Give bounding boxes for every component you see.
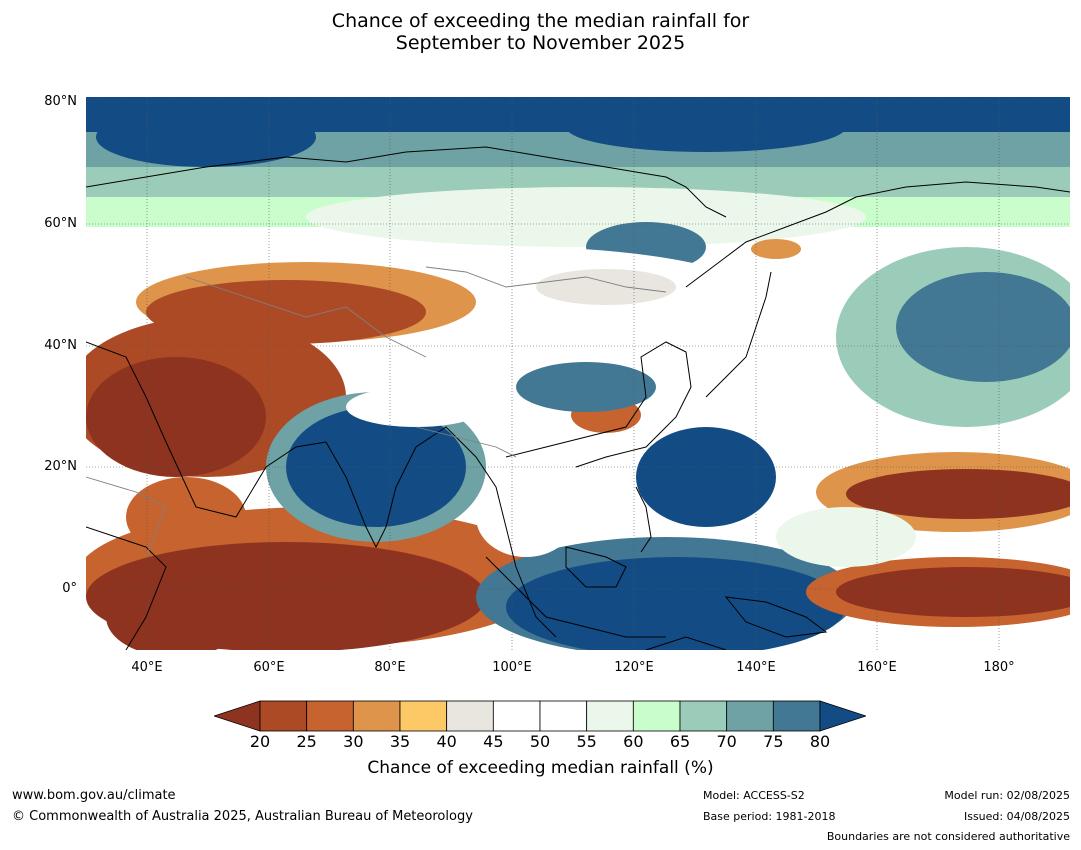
colorbar-segment xyxy=(632,700,681,732)
lon-label-180: 180° xyxy=(983,660,1015,675)
issued-text: Issued: 04/08/2025 xyxy=(963,810,1070,823)
region-arabia-very-dry xyxy=(86,357,266,477)
colorbar-tick-label: 65 xyxy=(669,732,691,751)
lon-label-160e: 160°E xyxy=(857,660,897,675)
border-central-asia xyxy=(185,276,427,358)
coastline-borneo xyxy=(565,546,627,588)
colorbar-segment xyxy=(539,700,588,732)
rainfall-map xyxy=(86,97,1070,650)
lat-label-0: 0° xyxy=(62,581,77,596)
colorbar-segment xyxy=(306,700,354,732)
region-mongolia-grey xyxy=(536,269,676,305)
colorbar-segment xyxy=(586,700,634,732)
coastline-new-guinea xyxy=(724,596,828,638)
coastline-philippines xyxy=(635,486,652,553)
colorbar-tick-label: 45 xyxy=(483,732,504,751)
colorbar-extend-low xyxy=(212,700,261,732)
coastline-arctic xyxy=(86,146,727,218)
colorbar-tick-label: 70 xyxy=(716,732,737,751)
region-nw-pacific-blue xyxy=(896,272,1070,382)
colorbar-tick-label: 60 xyxy=(623,732,644,751)
border-russia-china xyxy=(425,266,667,293)
colorbar-segment xyxy=(492,700,541,732)
title-line-2: September to November 2025 xyxy=(395,32,686,54)
colorbar-tick-label: 80 xyxy=(809,732,831,751)
region-east-china-blue xyxy=(636,427,776,527)
colorbar-extend-high xyxy=(819,700,868,732)
coastline-sumatra-java xyxy=(485,556,666,638)
border-africa xyxy=(86,476,167,558)
colorbar-segment xyxy=(259,700,308,732)
lon-label-100e: 100°E xyxy=(492,660,532,675)
colorbar xyxy=(212,700,868,732)
region-pacific-north-dry xyxy=(846,469,1070,519)
colorbar-tick-label: 40 xyxy=(436,732,457,751)
colorbar-label: Chance of exceeding median rainfall (%) xyxy=(367,758,714,778)
colorbar-tick-label: 30 xyxy=(343,732,364,751)
lat-label-60n: 60°N xyxy=(44,216,77,231)
lat-label-40n: 40°N xyxy=(44,338,77,353)
coastlines xyxy=(86,146,1070,650)
lon-label-120e: 120°E xyxy=(614,660,654,675)
colorbar-tick-label: 25 xyxy=(296,732,317,751)
copyright-text: © Commonwealth of Australia 2025, Austra… xyxy=(12,809,473,824)
base-period-text: Base period: 1981-2018 xyxy=(703,810,836,823)
colorbar-tick-label: 35 xyxy=(389,732,411,751)
coastline-japan xyxy=(705,271,772,398)
colorbar-tick-label: 55 xyxy=(576,732,597,751)
graticule xyxy=(86,97,1070,650)
region-china-blue xyxy=(516,362,656,412)
colorbar-tick-label: 20 xyxy=(249,732,271,751)
lon-label-80e: 80°E xyxy=(374,660,406,675)
region-tibet-white xyxy=(346,387,486,427)
bom-url-link[interactable]: www.bom.gov.au/climate xyxy=(12,788,176,803)
region-pacific-eq-dry xyxy=(836,567,1070,617)
region-siberia-blue-2 xyxy=(566,102,846,152)
coastline-china-korea xyxy=(505,341,692,468)
chart-title: Chance of exceeding the median rainfall … xyxy=(0,10,1081,54)
region-se-asia-white xyxy=(476,477,576,557)
region-pacific-white xyxy=(776,507,916,567)
model-run-text: Model run: 02/08/2025 xyxy=(944,789,1070,802)
region-siberia-blue-1 xyxy=(96,107,316,167)
colorbar-ticks: 20 25 30 35 40 45 50 55 60 65 70 75 80 xyxy=(214,732,866,752)
region-south-asia-wet xyxy=(286,407,466,527)
coastline-arabia-india xyxy=(86,341,557,638)
political-borders xyxy=(86,266,667,558)
lon-label-60e: 60°E xyxy=(253,660,285,675)
colorbar-segment xyxy=(772,700,821,732)
lon-label-140e: 140°E xyxy=(736,660,776,675)
border-china-south xyxy=(415,426,517,458)
colorbar-segment xyxy=(726,700,774,732)
region-east-africa-dry xyxy=(106,577,246,650)
coastline-siberia-east xyxy=(685,181,1070,288)
region-kamchatka-orange xyxy=(751,239,801,259)
colorbar-tick-label: 75 xyxy=(763,732,784,751)
lon-label-40e: 40°E xyxy=(131,660,163,675)
lat-label-80n: 80°N xyxy=(44,94,77,109)
lat-label-20n: 20°N xyxy=(44,459,77,474)
colorbar-segment xyxy=(399,700,448,732)
title-line-1: Chance of exceeding the median rainfall … xyxy=(331,10,750,32)
coastline-australia-north xyxy=(645,636,727,650)
disclaimer-text: Boundaries are not considered authoritat… xyxy=(826,830,1070,843)
region-north-white xyxy=(306,187,866,247)
colorbar-segment xyxy=(352,700,401,732)
model-text: Model: ACCESS-S2 xyxy=(703,789,805,802)
region-maritime-wet xyxy=(506,557,846,650)
colorbar-segment xyxy=(679,700,728,732)
coastline-east-africa xyxy=(86,526,167,650)
colorbar-segment xyxy=(446,700,494,732)
colorbar-tick-label: 50 xyxy=(529,732,551,751)
